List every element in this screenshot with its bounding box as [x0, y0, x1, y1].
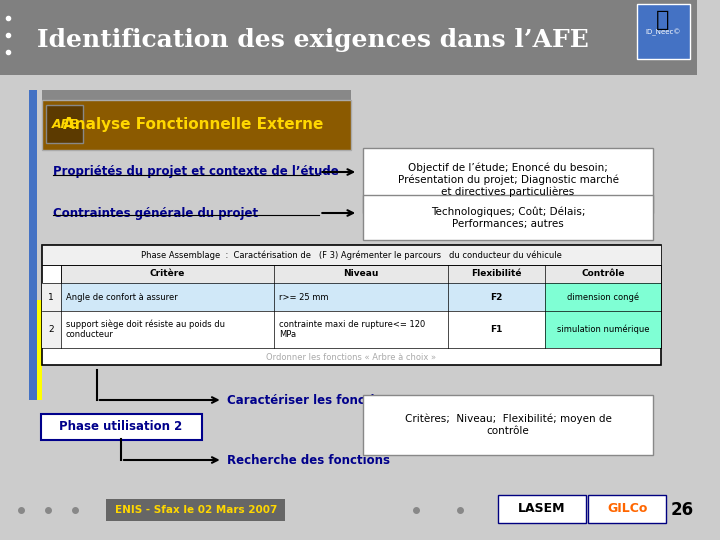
FancyBboxPatch shape — [42, 100, 351, 150]
Text: Critère: Critère — [150, 269, 185, 279]
FancyBboxPatch shape — [37, 300, 42, 400]
Text: ID_Neec©: ID_Neec© — [645, 28, 680, 36]
FancyBboxPatch shape — [42, 283, 661, 311]
Text: support siège doit résiste au poids du
conducteur: support siège doit résiste au poids du c… — [66, 320, 225, 340]
Text: Identification des exigences dans l’AFE: Identification des exigences dans l’AFE — [37, 28, 588, 52]
FancyBboxPatch shape — [0, 490, 697, 540]
Text: simulation numérique: simulation numérique — [557, 325, 649, 334]
FancyBboxPatch shape — [363, 148, 653, 213]
FancyBboxPatch shape — [40, 414, 202, 440]
Text: Ordonner les fonctions « Arbre à choix »: Ordonner les fonctions « Arbre à choix » — [266, 354, 436, 362]
FancyBboxPatch shape — [61, 265, 661, 283]
FancyBboxPatch shape — [42, 245, 661, 265]
FancyBboxPatch shape — [42, 90, 351, 100]
FancyBboxPatch shape — [42, 311, 61, 348]
Text: Phase Assemblage  :  Caractérisation de   (F 3) Agrémenter le parcours   du cond: Phase Assemblage : Caractérisation de (F… — [141, 250, 562, 260]
Text: Propriétés du projet et contexte de l’étude: Propriétés du projet et contexte de l’ét… — [53, 165, 339, 179]
Text: dimension congé: dimension congé — [567, 292, 639, 302]
FancyBboxPatch shape — [363, 395, 653, 455]
FancyBboxPatch shape — [0, 0, 697, 75]
Text: 26: 26 — [671, 501, 694, 519]
Text: Objectif de l’étude; Enoncé du besoin;
Présentation du projet; Diagnostic marché: Objectif de l’étude; Enoncé du besoin; P… — [397, 163, 618, 198]
Text: 1: 1 — [48, 293, 54, 301]
FancyBboxPatch shape — [107, 499, 286, 521]
FancyBboxPatch shape — [47, 105, 84, 143]
FancyBboxPatch shape — [29, 90, 37, 400]
Text: F2: F2 — [490, 293, 503, 301]
Text: Phase utilisation 2: Phase utilisation 2 — [59, 421, 183, 434]
Text: 🔧: 🔧 — [656, 10, 670, 30]
Text: Technologiques; Coût; Délais;
Performances; autres: Technologiques; Coût; Délais; Performanc… — [431, 207, 585, 229]
FancyBboxPatch shape — [42, 245, 661, 365]
Text: Caractériser les fonctions: Caractériser les fonctions — [228, 394, 398, 407]
FancyBboxPatch shape — [588, 495, 666, 523]
Text: Recherche des fonctions: Recherche des fonctions — [228, 454, 390, 467]
FancyBboxPatch shape — [545, 311, 661, 348]
Text: Contrôle: Contrôle — [581, 269, 625, 279]
FancyBboxPatch shape — [636, 4, 690, 59]
Text: contrainte maxi de rupture<= 120
MPa: contrainte maxi de rupture<= 120 MPa — [279, 320, 425, 339]
Text: ENIS - Sfax le 02 Mars 2007: ENIS - Sfax le 02 Mars 2007 — [115, 505, 278, 515]
Text: 2: 2 — [48, 325, 54, 334]
Text: Analyse Fonctionnelle Externe: Analyse Fonctionnelle Externe — [63, 118, 324, 132]
FancyBboxPatch shape — [498, 495, 585, 523]
Text: F1: F1 — [490, 325, 503, 334]
Text: r>= 25 mm: r>= 25 mm — [279, 293, 328, 301]
Text: Niveau: Niveau — [343, 269, 379, 279]
Text: Contraintes générale du projet: Contraintes générale du projet — [53, 206, 258, 219]
Text: Critères;  Niveau;  Flexibilité; moyen de
contrôle: Critères; Niveau; Flexibilité; moyen de … — [405, 414, 611, 436]
Text: AFE: AFE — [52, 118, 78, 132]
Text: GILCo: GILCo — [607, 503, 647, 516]
Text: Angle de confort à assurer: Angle de confort à assurer — [66, 293, 178, 301]
Text: LASEM: LASEM — [518, 503, 566, 516]
FancyBboxPatch shape — [363, 195, 653, 240]
FancyBboxPatch shape — [545, 283, 661, 311]
FancyBboxPatch shape — [42, 283, 61, 311]
Text: Flexibilité: Flexibilité — [471, 269, 522, 279]
